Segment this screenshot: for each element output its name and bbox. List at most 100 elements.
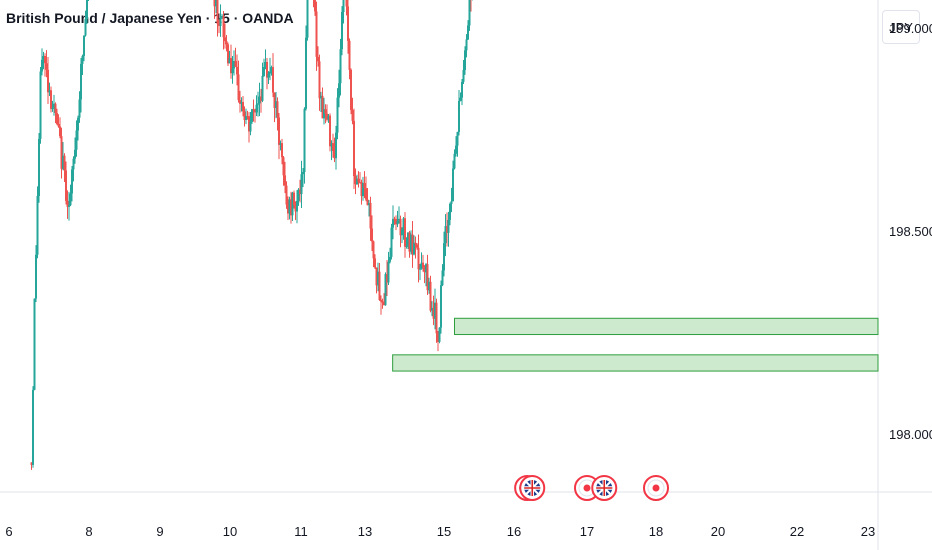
candle-body	[422, 262, 424, 268]
candle-body	[429, 281, 432, 311]
candle-body	[417, 247, 420, 270]
candle-body	[231, 68, 234, 74]
price-axis: 198.000 198.500 199.000	[889, 21, 932, 442]
candle-body	[362, 183, 364, 197]
candle-body	[440, 285, 442, 328]
candle-body	[249, 121, 252, 132]
candle-body	[215, 0, 217, 7]
candle-body	[251, 109, 253, 122]
candle-body	[81, 55, 84, 64]
candle-body	[441, 270, 444, 286]
candle-body	[306, 0, 309, 38]
candle-body	[219, 17, 222, 26]
candle-body	[357, 178, 360, 183]
candle-body	[71, 169, 73, 194]
time-axis-label: 10	[223, 524, 237, 539]
time-axis-label: 23	[861, 524, 875, 539]
time-axis-label: 16	[507, 524, 521, 539]
candle-body	[338, 83, 340, 98]
candle-body	[347, 6, 349, 41]
candle-body	[257, 103, 259, 105]
candle-body	[341, 12, 343, 50]
candle-body	[237, 74, 240, 101]
candle-body	[44, 55, 46, 64]
candle-body	[86, 0, 88, 20]
candle-body	[455, 145, 457, 154]
candle-body	[360, 182, 363, 197]
demand-zone	[454, 317, 879, 336]
candle-body	[281, 143, 283, 158]
time-axis: 6 8 9 10 11 13 15 16 17 18 20 22 23	[5, 524, 875, 539]
candle-body	[398, 218, 400, 221]
candle-body	[323, 109, 325, 119]
uk-flag-icon	[519, 475, 546, 501]
candle-body	[350, 69, 352, 110]
candle-body	[36, 195, 39, 255]
candle-body	[401, 229, 403, 236]
candle-body	[62, 155, 64, 169]
candle-body	[38, 138, 40, 196]
time-axis-label: 6	[5, 524, 12, 539]
candle-body	[449, 203, 451, 220]
candle-body	[462, 70, 465, 82]
candle-body	[290, 199, 292, 216]
candle-body	[299, 189, 301, 195]
candle-body	[377, 271, 379, 286]
zones-layer	[392, 317, 879, 372]
time-axis-label: 20	[711, 524, 725, 539]
candle-body	[390, 227, 393, 257]
candle-body	[329, 115, 331, 147]
candle-body	[263, 66, 265, 76]
candle-body	[453, 153, 456, 169]
candle-body	[444, 226, 447, 244]
candle-body	[431, 307, 433, 311]
candle-body	[225, 41, 228, 45]
time-axis-label: 11	[294, 524, 308, 539]
candle-body	[447, 219, 450, 233]
candle-body	[213, 0, 216, 7]
candle-body	[227, 44, 229, 64]
candle-body	[236, 66, 238, 75]
candle-body	[438, 327, 441, 342]
candle-body	[278, 117, 280, 145]
candle-body	[359, 182, 361, 184]
candle-body	[63, 155, 66, 171]
demand-zone	[392, 354, 879, 372]
candle-body	[320, 95, 322, 99]
candle-body	[218, 23, 220, 26]
candle-body	[425, 264, 427, 273]
candle-body	[255, 104, 258, 113]
candle-body	[258, 96, 261, 104]
candle-body	[273, 92, 276, 108]
candle-body	[404, 218, 406, 247]
candle-body	[53, 103, 55, 108]
candle-body	[354, 176, 357, 185]
candle-body	[399, 218, 402, 236]
candle-body	[254, 110, 256, 113]
candle-body	[224, 37, 226, 42]
candle-body	[395, 218, 397, 225]
candle-body	[56, 113, 58, 124]
currency-button[interactable]: JPY	[882, 10, 920, 44]
candles-layer	[30, 0, 473, 470]
candle-body	[80, 63, 82, 100]
candle-body	[248, 116, 250, 132]
candle-body	[383, 302, 385, 306]
candle-body	[75, 130, 78, 150]
time-axis-label: 9	[156, 524, 163, 539]
candle-body	[57, 123, 60, 127]
candle-body	[45, 63, 48, 70]
candle-body	[464, 50, 466, 71]
candle-body	[363, 183, 366, 189]
candle-body	[240, 102, 243, 104]
candle-body	[59, 126, 61, 137]
candle-body	[305, 37, 307, 109]
candle-body	[374, 258, 376, 268]
candle-body	[366, 199, 369, 206]
candle-body	[393, 218, 396, 220]
candle-body	[348, 40, 351, 70]
candle-body	[372, 241, 375, 259]
candle-body	[435, 302, 438, 334]
time-axis-label: 15	[437, 524, 451, 539]
